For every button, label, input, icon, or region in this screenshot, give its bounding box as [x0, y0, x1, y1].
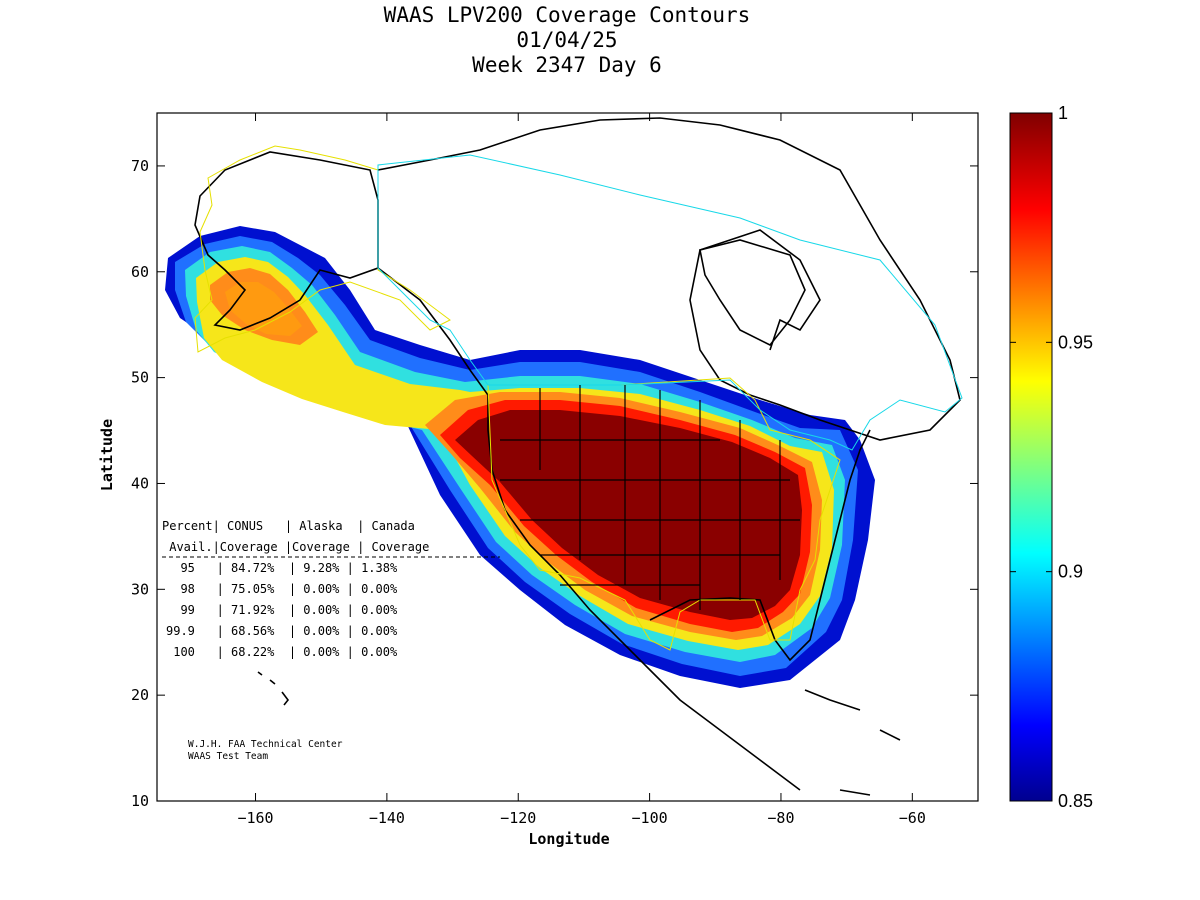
table-header-1: Percent| CONUS | Alaska | Canada	[162, 519, 415, 533]
coast-west	[377, 267, 801, 791]
x-tick-label: −100	[632, 809, 668, 827]
colorbar-tick-label: 0.95	[1058, 332, 1093, 352]
coastlines	[194, 117, 961, 796]
chart-title-line1: WAAS LPV200 Coverage Contours	[383, 3, 751, 27]
credit-line-2: WAAS Test Team	[188, 751, 268, 762]
boundary-conus	[487, 377, 841, 651]
y-axis: 10 20 30 40 50 60 70	[131, 157, 978, 810]
table-header-2: Avail.|Coverage |Coverage | Coverage	[162, 540, 429, 554]
table-row: 95 | 84.72% | 9.28% | 1.38%	[166, 561, 398, 575]
coverage-band-darkred	[455, 410, 802, 620]
table-row: 100 | 68.22% | 0.00% | 0.00%	[166, 645, 398, 659]
colorbar	[1009, 112, 1053, 802]
boundary-canada	[377, 154, 963, 451]
coverage-table: Percent| CONUS | Alaska | Canada Avail.|…	[162, 519, 500, 659]
x-tick-label: −140	[369, 809, 405, 827]
colorbar-tick-label: 0.85	[1058, 791, 1093, 811]
coast-alaska	[194, 151, 379, 331]
coast-gulf	[649, 429, 871, 662]
chart-title-line3: Week 2347 Day 6	[472, 53, 662, 77]
y-tick-label: 40	[131, 474, 149, 492]
table-row: 99 | 71.92% | 0.00% | 0.00%	[166, 603, 398, 617]
x-axis: −160 −140 −120 −100 −80 −60	[237, 113, 926, 827]
coverage-field	[165, 226, 875, 688]
service-boundaries	[194, 145, 963, 651]
x-tick-label: −80	[767, 809, 794, 827]
y-tick-label: 70	[131, 157, 149, 175]
x-tick-label: −120	[500, 809, 536, 827]
table-rows: 95 | 84.72% | 9.28% | 1.38% 98 | 75.05% …	[166, 561, 398, 659]
coast-hudson-bay	[699, 239, 806, 347]
coast-hawaii	[257, 671, 290, 706]
y-tick-label: 30	[131, 580, 149, 598]
y-tick-label: 10	[131, 792, 149, 810]
plot-frame	[156, 112, 979, 802]
y-tick-label: 20	[131, 686, 149, 704]
table-row: 99.9 | 68.56% | 0.00% | 0.00%	[166, 624, 398, 638]
y-tick-label: 60	[131, 263, 149, 281]
boundary-alaska	[194, 145, 451, 353]
state-border-lines	[500, 385, 800, 610]
colorbar-tick-label: 1	[1058, 103, 1068, 123]
y-axis-label: Latitude	[98, 419, 116, 491]
colorbar-tick-label: 0.9	[1058, 562, 1083, 582]
coast-caribbean	[804, 689, 901, 796]
x-tick-label: −60	[899, 809, 926, 827]
x-axis-label: Longitude	[528, 830, 609, 848]
coverage-core-alaska	[225, 282, 302, 336]
chart-title-line2: 01/04/25	[516, 28, 618, 52]
coast-canada-north	[377, 117, 961, 441]
colorbar-ticks: 0.85 0.9 0.95 1	[1010, 103, 1093, 811]
x-tick-label: −160	[237, 809, 273, 827]
y-tick-label: 50	[131, 369, 149, 387]
state-borders	[500, 385, 800, 610]
credit-line-1: W.J.H. FAA Technical Center	[188, 739, 343, 750]
table-row: 98 | 75.05% | 0.00% | 0.00%	[166, 582, 398, 596]
